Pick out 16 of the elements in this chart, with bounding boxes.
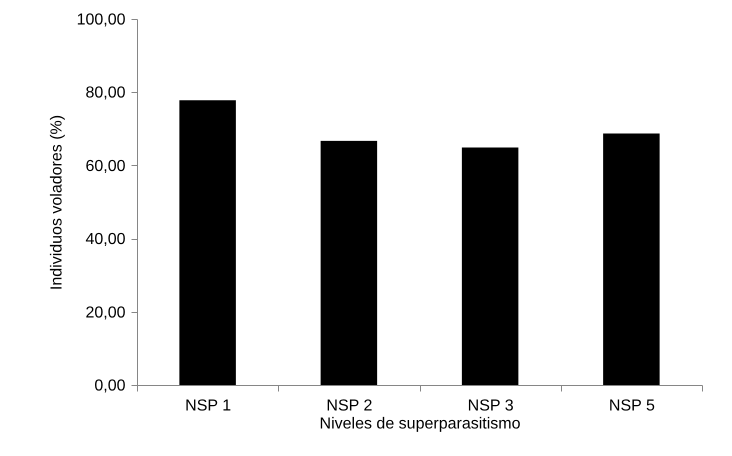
x-tick-label: NSP 5 <box>608 398 655 414</box>
bar <box>603 134 660 385</box>
y-tick-label: 20,00 <box>85 304 126 322</box>
bar <box>320 140 378 385</box>
x-tick-label: NSP 2 <box>326 398 372 414</box>
y-tick-label: 60,00 <box>85 158 126 175</box>
bar <box>179 100 236 385</box>
bar <box>462 147 518 385</box>
y-axis-title: Individuos voladores (%) <box>48 114 66 290</box>
y-tick-label: 80,00 <box>85 84 126 102</box>
y-tick-label: 100,00 <box>76 12 126 28</box>
x-axis-title: Niveles de superparasitismo <box>320 416 521 432</box>
y-tick-label: 40,00 <box>85 231 126 248</box>
y-tick-label: 0,00 <box>94 378 126 394</box>
x-tick-label: NSP 3 <box>468 398 514 414</box>
x-tick-label: NSP 1 <box>185 398 232 414</box>
